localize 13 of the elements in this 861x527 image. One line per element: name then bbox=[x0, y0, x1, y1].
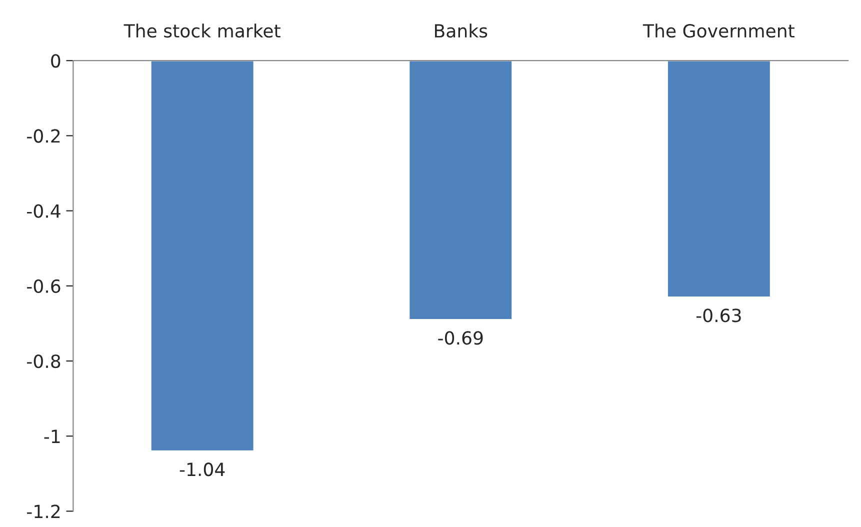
data-label: -0.63 bbox=[696, 308, 741, 322]
data-label: -1.04 bbox=[180, 462, 225, 476]
y-tick-label: -0.6 bbox=[27, 279, 60, 294]
y-tick-label: -1 bbox=[44, 430, 60, 443]
x-tick-label: Banks bbox=[435, 24, 488, 38]
x-tick-label: The stock market bbox=[124, 24, 280, 38]
y-tick-label: -0.4 bbox=[27, 204, 60, 218]
x-tick-label: The Government bbox=[642, 24, 794, 38]
y-tick-label: -0.8 bbox=[27, 354, 60, 368]
y-tick-label: 0 bbox=[51, 54, 60, 68]
y-tick-label: -1.2 bbox=[27, 504, 60, 518]
y-tick-label: -0.2 bbox=[27, 129, 60, 143]
data-label: -0.69 bbox=[438, 331, 483, 345]
